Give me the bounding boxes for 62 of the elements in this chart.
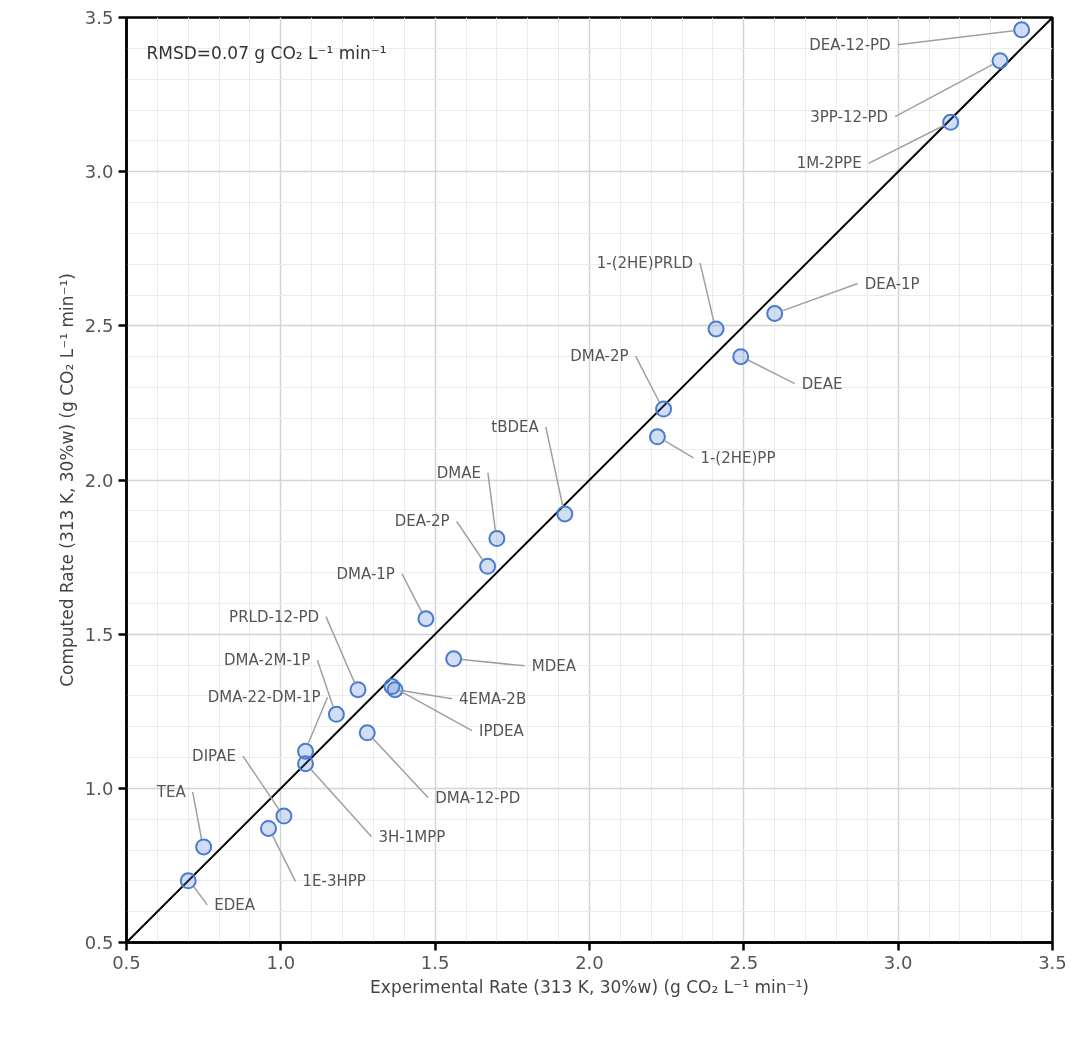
point [445, 650, 463, 668]
annotation: 3H-1MPP [378, 827, 446, 846]
annotation: DEA-1P [864, 274, 920, 293]
x-axis-title: Experimental Rate (313 K, 30%w) (g CO₂ L⁻¹ min⁻¹) [370, 976, 809, 997]
annotation: 3PP-12-PD [810, 107, 889, 126]
annotation: DMA-22-DM-1P [207, 688, 321, 707]
annotation: DEA-2P [394, 512, 450, 531]
x-tick-label: 3.0 [883, 951, 913, 973]
point [479, 557, 497, 575]
point [179, 872, 197, 890]
annotation: tBDEA [491, 417, 540, 436]
point [707, 320, 725, 338]
x-tick-label: 2.0 [575, 951, 604, 973]
y-tick-label: 2.5 [84, 315, 114, 337]
point [1013, 21, 1031, 39]
y-tick-label: 1.5 [84, 623, 114, 645]
point [942, 113, 960, 131]
annotation: EDEA [214, 895, 256, 914]
point [275, 807, 293, 825]
y-tick-label: 3.5 [84, 7, 114, 28]
x-tick-label: 1.5 [420, 951, 450, 973]
y-tick-label: 3.0 [84, 161, 114, 183]
point [488, 530, 506, 548]
x-tick-label: 1.0 [266, 951, 296, 973]
point [259, 819, 277, 837]
annotation: DEA-12-PD [809, 35, 891, 54]
point [766, 305, 784, 322]
point [991, 52, 1009, 70]
x-tick-label: 3.5 [1038, 951, 1067, 973]
annotation: 1M-2PPE [796, 154, 862, 173]
annotation: 4EMA-2B [459, 689, 527, 708]
annotation: PRLD-12-PD [229, 607, 320, 626]
annotation: DMA-2M-1P [224, 651, 311, 670]
point [349, 681, 367, 699]
annotation: DMAE [436, 463, 481, 482]
point [556, 505, 574, 523]
point [648, 428, 666, 446]
annotation: IPDEA [478, 721, 525, 740]
point [732, 348, 750, 366]
y-tick-label: 1.0 [84, 777, 114, 799]
annotation: DIPAE [192, 747, 236, 766]
point [358, 724, 376, 742]
annotation: 1-(2HE)PRLD [596, 253, 694, 272]
annotation: 1E-3HPP [302, 872, 366, 891]
x-tick-label: 0.5 [112, 951, 141, 973]
annotation: DMA-1P [336, 564, 395, 583]
annotation: DMA-2P [570, 347, 629, 366]
annotation: TEA [155, 782, 187, 801]
y-tick-label: 0.5 [84, 932, 114, 953]
x-tick-label: 2.5 [729, 951, 759, 973]
point [655, 400, 673, 418]
point [297, 755, 315, 773]
point [327, 705, 345, 723]
point [417, 610, 435, 628]
y-tick-label: 2.0 [84, 469, 114, 491]
annotation: DMA-12-PD [435, 788, 521, 807]
y-axis-title: Computed Rate (313 K, 30%w) (g CO₂ L⁻¹ min⁻¹) [56, 273, 77, 687]
annotation: RMSD=0.07 g CO₂ L⁻¹ min⁻¹ [146, 42, 387, 63]
annotation: 1-(2HE)PP [700, 448, 776, 467]
annotation: MDEA [531, 656, 577, 675]
point [195, 838, 213, 856]
annotation: DEAE [801, 374, 843, 393]
